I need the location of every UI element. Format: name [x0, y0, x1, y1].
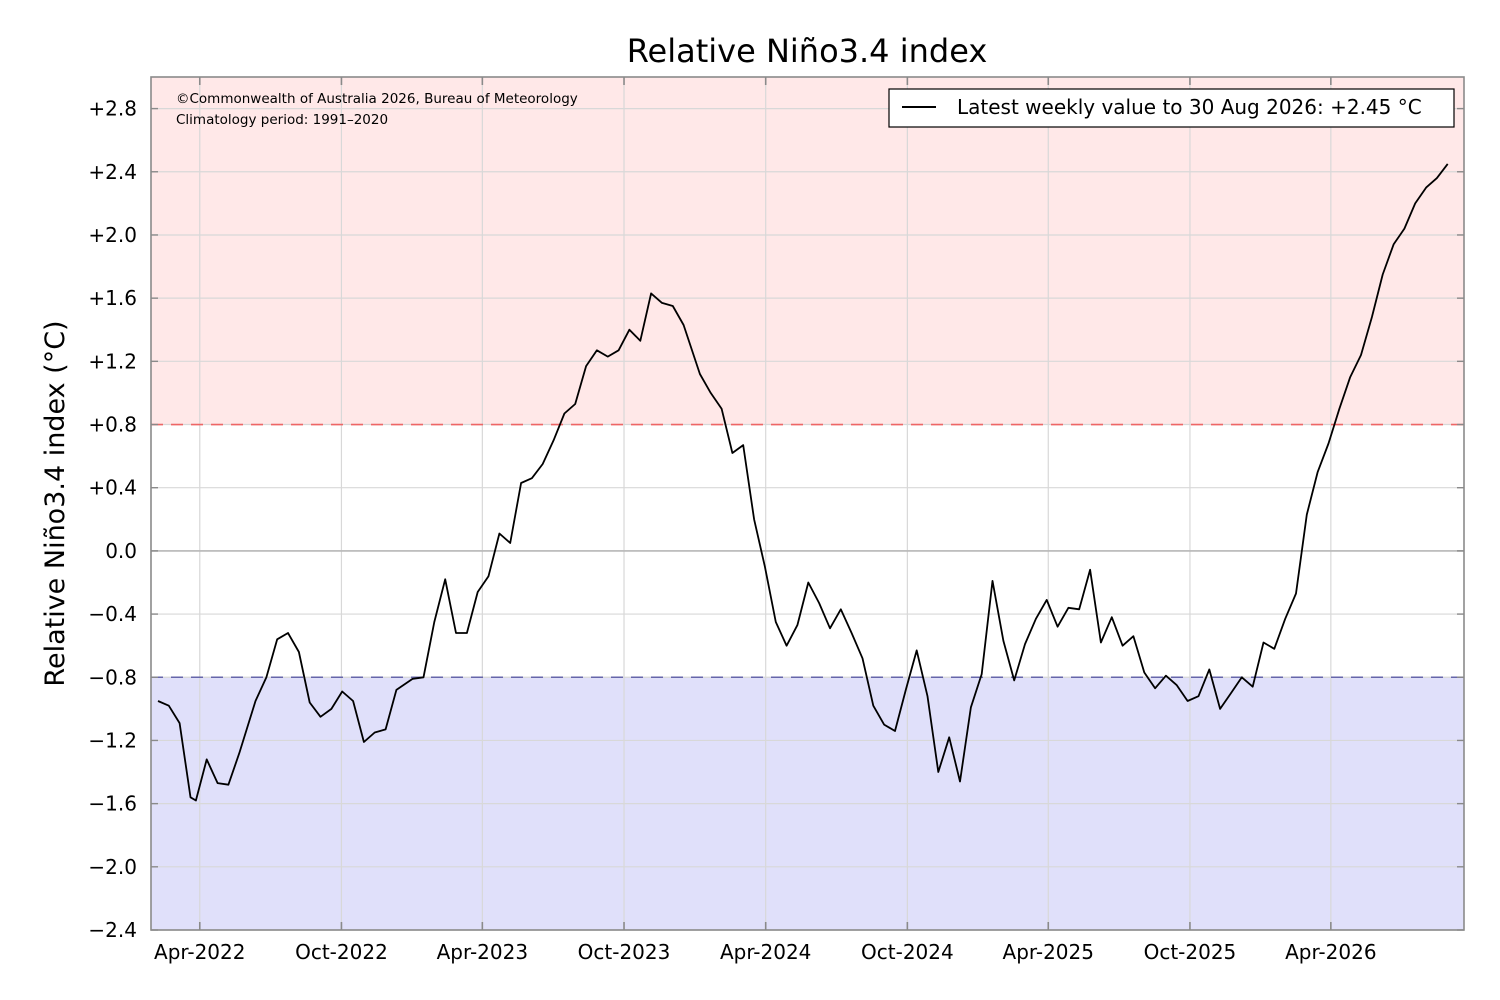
y-tick-label: +1.6 [88, 286, 137, 310]
y-tick-label: −1.6 [88, 792, 137, 816]
y-tick-label: +2.0 [88, 223, 137, 247]
y-tick-label: +0.8 [88, 413, 137, 437]
y-tick-label: −1.2 [88, 728, 137, 752]
y-tick-label: +1.2 [88, 349, 137, 373]
copyright-note: ©Commonwealth of Australia 2026, Bureau … [176, 91, 578, 107]
y-tick-label: −2.0 [88, 855, 137, 879]
x-tick-label: Oct-2024 [861, 940, 954, 964]
x-tick-label: Apr-2022 [154, 940, 245, 964]
series-layer [157, 163, 1449, 802]
warm-zone-shading [151, 77, 1464, 425]
y-tick-label: +2.8 [88, 97, 137, 121]
x-tick-label: Oct-2025 [1144, 940, 1237, 964]
plot-border [150, 76, 1465, 931]
x-tick-label: Oct-2022 [295, 940, 388, 964]
plot-background [151, 77, 1464, 930]
axis-ticks [151, 77, 1464, 931]
y-tick-label: +0.4 [88, 476, 137, 500]
legend-box [888, 88, 1455, 128]
y-axis-label: Relative Niño3.4 index (°C) [40, 320, 71, 686]
y-tick-label: −2.4 [88, 918, 137, 942]
x-tick-label: Oct-2023 [578, 940, 671, 964]
chart-text: +2.8 +2.4 +2.0 +1.6 +1.2 +0.8 +0.4 0.0 −0.4 −0.8 −… [40, 32, 1455, 964]
x-tick-label: Apr-2026 [1285, 940, 1376, 964]
x-tick-label: Apr-2023 [437, 940, 528, 964]
series-line [157, 163, 1449, 802]
legend-label: Latest weekly value to 30 Aug 2026: +2.4… [957, 95, 1422, 119]
x-tick-label: Apr-2025 [1003, 940, 1094, 964]
legend: Latest weekly value to 30 Aug 2026: +2.4… [888, 88, 1455, 128]
threshold-lines [151, 423, 1464, 679]
x-tick-label: Apr-2024 [720, 940, 811, 964]
plot-frame [150, 76, 1465, 931]
y-tick-label: +2.4 [88, 160, 137, 184]
y-tick-label: 0.0 [105, 539, 137, 563]
y-tick-label: −0.4 [88, 602, 137, 626]
y-tick-label: −0.8 [88, 665, 137, 689]
climatology-note: Climatology period: 1991–2020 [176, 112, 388, 128]
chart-title: Relative Niño3.4 index [627, 32, 988, 70]
